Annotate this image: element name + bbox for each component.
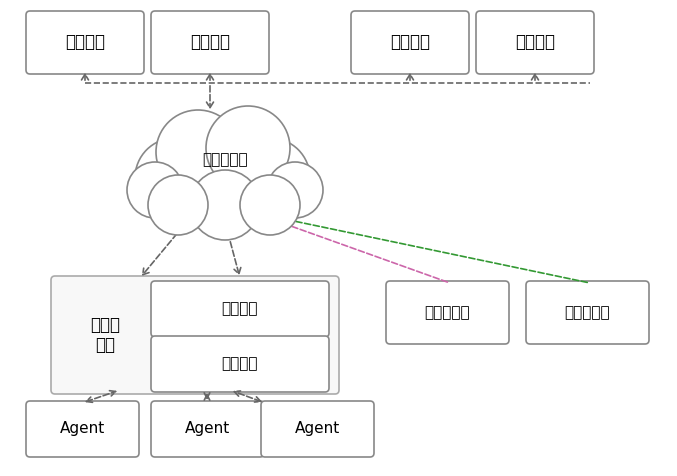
- FancyBboxPatch shape: [261, 401, 374, 457]
- Text: 数据分析: 数据分析: [190, 33, 230, 51]
- FancyBboxPatch shape: [476, 11, 594, 74]
- Text: 运维云服务: 运维云服务: [202, 152, 248, 168]
- Text: Agent: Agent: [60, 422, 105, 436]
- Circle shape: [240, 175, 300, 235]
- Text: 运维企
业端: 运维企 业端: [90, 316, 120, 355]
- Text: 数据通信: 数据通信: [65, 33, 105, 51]
- FancyBboxPatch shape: [26, 401, 139, 457]
- FancyBboxPatch shape: [526, 281, 649, 344]
- FancyBboxPatch shape: [151, 336, 329, 392]
- Circle shape: [135, 138, 215, 218]
- FancyBboxPatch shape: [151, 401, 264, 457]
- FancyBboxPatch shape: [51, 276, 339, 394]
- Circle shape: [156, 110, 240, 194]
- Circle shape: [267, 162, 323, 218]
- FancyBboxPatch shape: [151, 281, 329, 337]
- FancyBboxPatch shape: [386, 281, 509, 344]
- Circle shape: [170, 120, 280, 230]
- FancyBboxPatch shape: [151, 11, 269, 74]
- Circle shape: [127, 162, 183, 218]
- Circle shape: [206, 106, 290, 190]
- FancyBboxPatch shape: [351, 11, 469, 74]
- Circle shape: [230, 138, 310, 218]
- Text: 数据存储: 数据存储: [390, 33, 430, 51]
- Text: 数据采集: 数据采集: [222, 301, 258, 317]
- Text: 数据存储: 数据存储: [222, 357, 258, 371]
- Circle shape: [190, 170, 260, 240]
- FancyBboxPatch shape: [26, 11, 144, 74]
- Text: 运维企业端: 运维企业端: [424, 305, 471, 320]
- Circle shape: [148, 175, 208, 235]
- Text: 运维企业端: 运维企业端: [565, 305, 610, 320]
- Text: Agent: Agent: [185, 422, 230, 436]
- Text: Agent: Agent: [295, 422, 340, 436]
- Text: 处理规则: 处理规则: [515, 33, 555, 51]
